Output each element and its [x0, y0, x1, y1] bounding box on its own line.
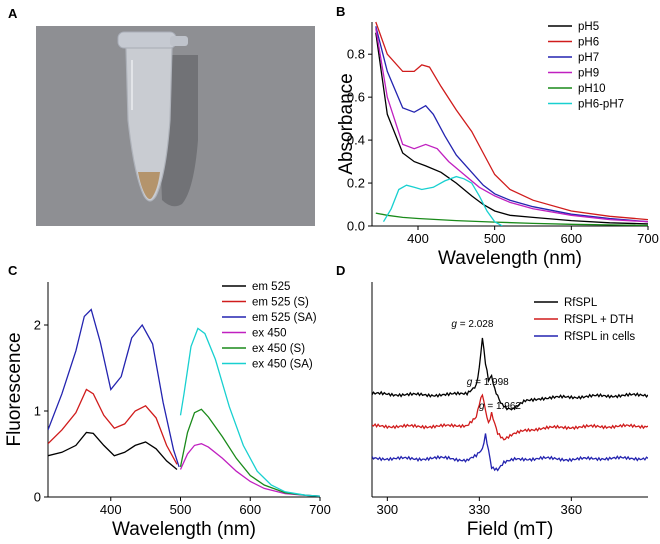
panel-c-legend-label: ex 450	[252, 328, 287, 340]
panel-c-x-tick-label: 600	[239, 502, 261, 517]
panel-c-series-2	[48, 308, 180, 468]
panel-b-x-tick-label: 400	[407, 231, 429, 246]
panel-c-legend-label: em 525 (S)	[252, 297, 309, 309]
panel-c-x-tick-label: 500	[170, 502, 192, 517]
panel-b-x-axis-label: Wavelength (nm)	[438, 248, 582, 269]
panel-label-b: B	[336, 4, 345, 19]
fluorescence-chart: 400 500 600 700 0 1 2 Wavelength (nm) Fluorescen…	[4, 281, 331, 540]
panel-b-x-tick-label: 700	[637, 231, 659, 246]
panel-c-legend-label: em 525	[252, 281, 290, 293]
panel-b-y-tick-label: 0.6	[347, 90, 365, 105]
tube-cap	[117, 31, 177, 49]
panel-c-legend-label: em 525 (SA)	[252, 312, 317, 324]
panel-b-series-5	[382, 175, 503, 226]
panel-d-x-tick-label: 360	[560, 502, 582, 517]
panel-c-y-axis-label: Fluorescence	[4, 332, 25, 446]
panel-c-x-tick-label: 400	[100, 502, 122, 517]
panel-c-x-tick-label: 700	[309, 502, 331, 517]
panel-label-d: D	[336, 263, 345, 278]
panel-b-legend-label: pH7	[578, 52, 599, 64]
microcentrifuge-tube-icon	[125, 47, 173, 202]
panel-d-x-tick-label: 330	[468, 502, 490, 517]
panel-b-x-tick-label: 600	[560, 231, 582, 246]
panel-d-series-0	[372, 337, 648, 411]
tube-cap-hinge	[170, 36, 188, 46]
panel-d-x-axis-label: Field (mT)	[467, 519, 554, 540]
panel-b-y-axis-label: Absorbance	[336, 73, 357, 174]
panel-b-series-4	[375, 212, 648, 226]
panel-c-y-tick-label: 2	[34, 318, 41, 333]
panel-d-annotation: g = 1.962	[479, 401, 521, 412]
panel-c-series-5	[179, 327, 320, 497]
panel-c-x-axis-label: Wavelength (nm)	[112, 519, 256, 540]
panel-d-series-2	[372, 433, 648, 472]
panel-d-annotation: g = 1.998	[467, 377, 509, 388]
absorbance-chart: 400 500 600 700 0.0 0.2 0.4 0.6 0.8 Wavelength (n…	[336, 21, 659, 269]
panel-c-series-1	[48, 388, 178, 465]
panel-b-series-1	[375, 21, 648, 221]
panel-b-legend-label: pH10	[578, 83, 606, 95]
photo-panel	[36, 26, 315, 226]
panel-b-y-tick-label: 0.8	[347, 47, 365, 62]
panel-label-c: C	[8, 263, 18, 278]
panel-d-legend-label: RfSPL in cells	[564, 331, 635, 343]
panel-b-series-0	[375, 32, 648, 225]
panel-d-legend-label: RfSPL	[564, 297, 598, 309]
panel-c-series-4	[179, 408, 320, 497]
panel-b-legend-label: pH6-pH7	[578, 99, 624, 111]
panel-c-y-tick-label: 0	[34, 490, 41, 505]
panel-b-y-tick-label: 0.2	[347, 176, 365, 191]
panel-c-y-tick-label: 1	[34, 404, 41, 419]
panel-d-x-tick-label: 300	[376, 502, 398, 517]
panel-b-legend-label: pH6	[578, 37, 599, 49]
panel-b-y-tick-label: 0.4	[347, 133, 365, 148]
epr-chart: 300 330 360 Field (mT) RfSPL RfSPL + DTH RfSPL…	[371, 282, 648, 540]
panel-d-annotation: g = 2.028	[451, 319, 493, 330]
panel-b-series-3	[375, 28, 648, 223]
panel-b-legend-label: pH9	[578, 68, 599, 80]
panel-d-series-1	[372, 393, 648, 441]
panel-b-y-tick-label: 0.0	[347, 219, 365, 234]
panel-c-series-0	[48, 431, 178, 471]
panel-d-legend-label: RfSPL + DTH	[564, 314, 634, 326]
panel-b-x-tick-label: 500	[484, 231, 506, 246]
panel-c-legend-label: ex 450 (S)	[252, 343, 305, 355]
panel-c-series-3	[179, 443, 320, 497]
panel-b-series-2	[375, 26, 648, 223]
panel-b-legend-label: pH5	[578, 21, 599, 33]
panel-c-legend-label: ex 450 (SA)	[252, 359, 313, 371]
tube-liquid	[138, 172, 160, 199]
panel-label-a: A	[8, 6, 18, 21]
